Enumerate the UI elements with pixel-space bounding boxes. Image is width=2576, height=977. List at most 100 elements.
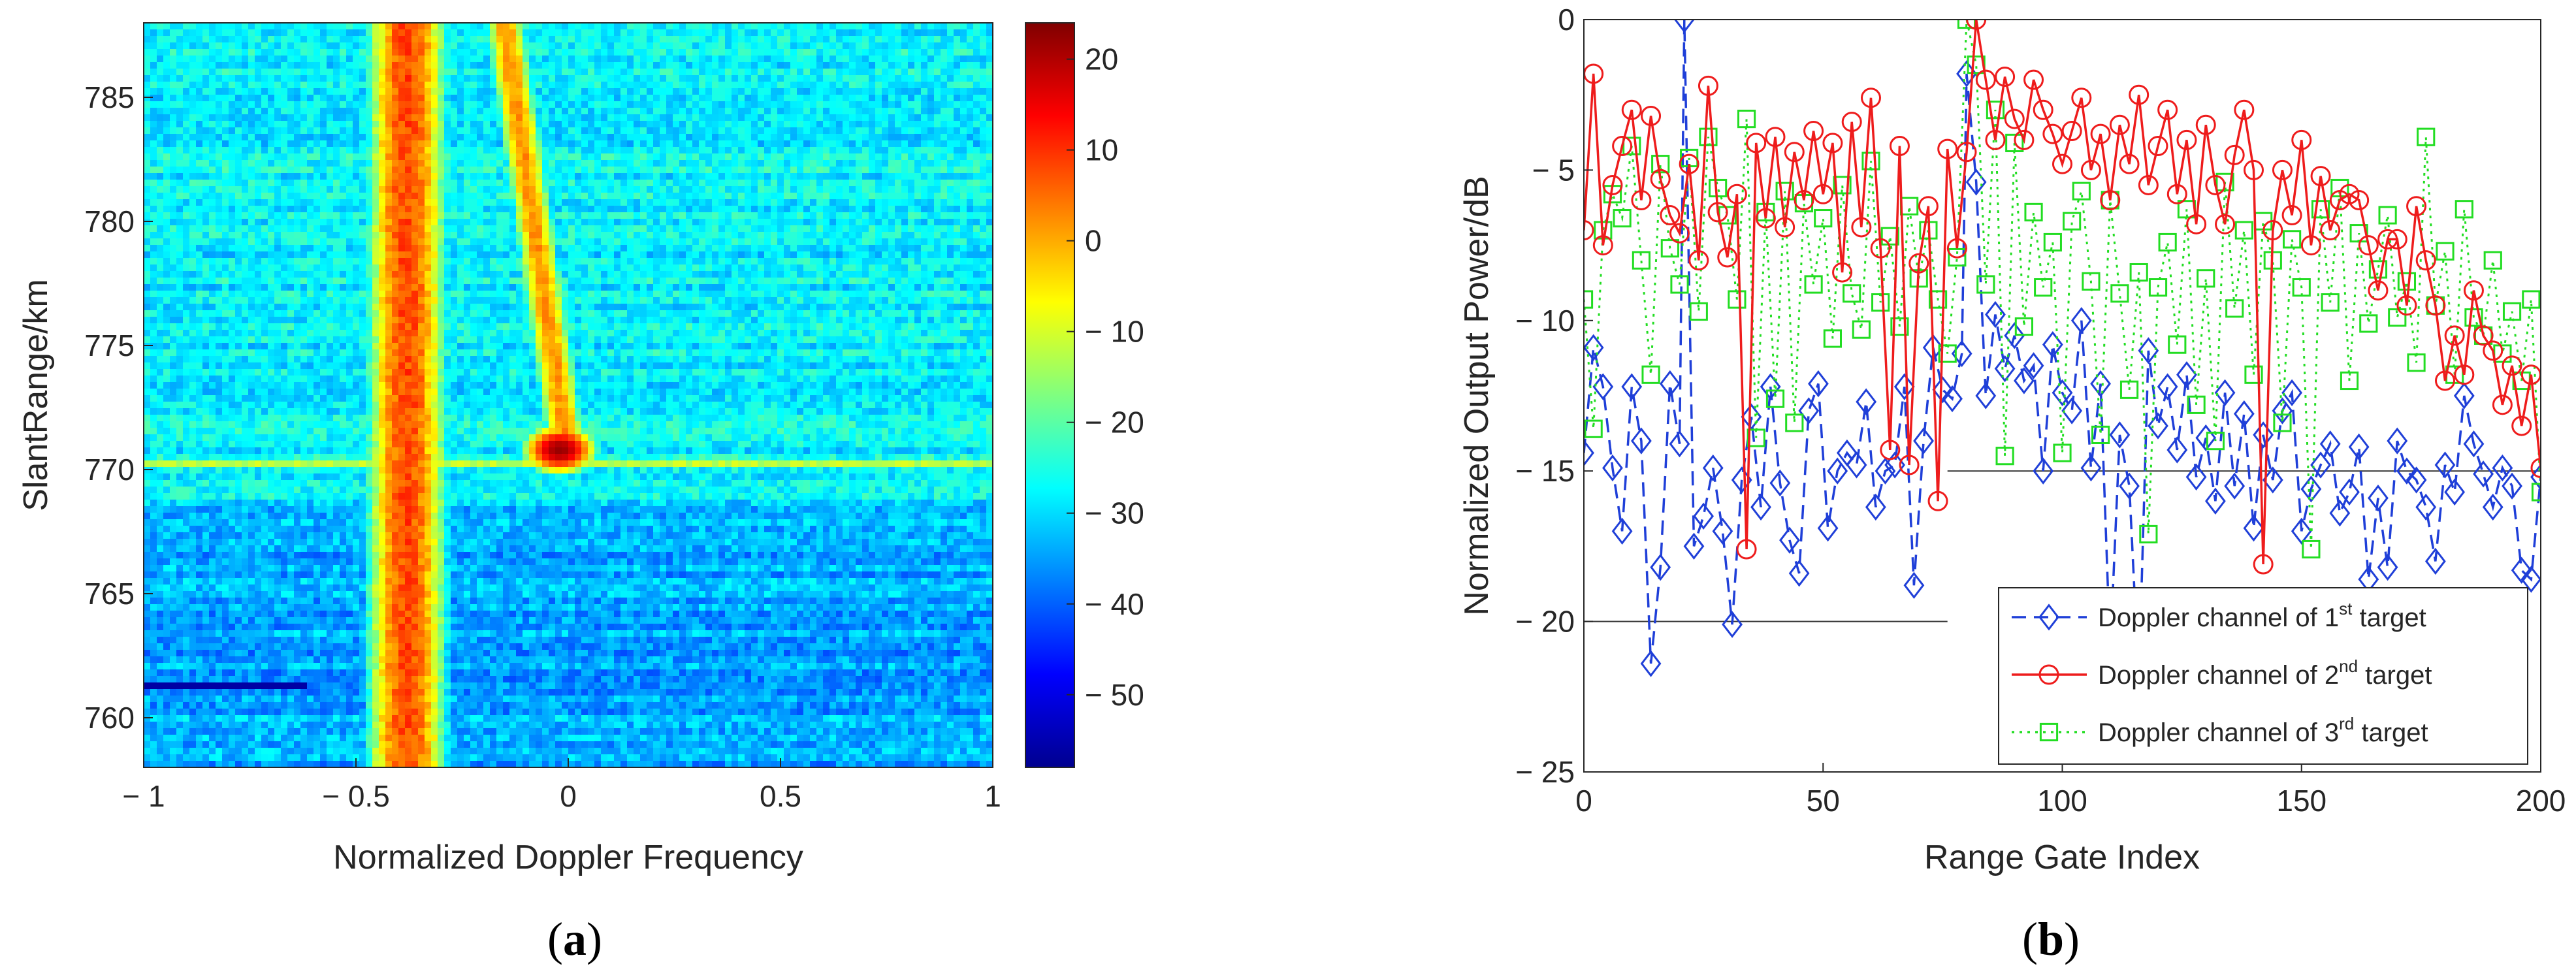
heatmap-cell [914, 23, 922, 30]
heatmap-cell [366, 95, 373, 102]
heatmap-cell [601, 69, 608, 76]
heatmap-cell [980, 134, 987, 141]
heatmap-cell [594, 147, 602, 154]
heatmap-cell [150, 134, 157, 141]
heatmap-cell [405, 264, 412, 272]
heatmap-cell [764, 114, 771, 121]
heatmap-cell [745, 238, 752, 246]
heatmap-cell [542, 186, 549, 193]
heatmap-cell [816, 245, 824, 252]
heatmap-cell [222, 245, 229, 252]
heatmap-cell [947, 140, 954, 148]
heatmap-cell [287, 186, 295, 193]
heatmap-cell [686, 193, 693, 200]
heatmap-cell [816, 238, 824, 246]
heatmap-cell [287, 271, 295, 278]
heatmap-cell [274, 101, 282, 108]
heatmap-cell [568, 23, 575, 30]
heatmap-cell [810, 62, 817, 69]
heatmap-cell [823, 245, 830, 252]
heatmap-cell [431, 264, 438, 272]
heatmap-cell [751, 180, 758, 187]
heatmap-cell [692, 121, 700, 128]
heatmap-cell [666, 108, 673, 115]
heatmap-cell [562, 121, 569, 128]
heatmap-cell [529, 167, 536, 174]
heatmap-cell [954, 167, 961, 174]
heatmap-cell [470, 232, 477, 239]
heatmap-cell [490, 251, 497, 259]
heatmap-cell [588, 147, 595, 154]
heatmap-cell [882, 199, 889, 206]
heatmap-cell [353, 140, 360, 148]
heatmap-cell [764, 29, 771, 37]
heatmap-cell [372, 88, 379, 95]
heatmap-cell [359, 238, 366, 246]
heatmap-cell [353, 258, 360, 265]
heatmap-cell [901, 206, 909, 213]
heatmap-cell [183, 153, 190, 161]
heatmap-cell [954, 212, 961, 219]
heatmap-cell [242, 62, 249, 69]
heatmap-cell [314, 82, 321, 89]
heatmap-cell [849, 69, 856, 76]
heatmap-cell [189, 140, 197, 148]
heatmap-cell [777, 206, 784, 213]
heatmap-cell [163, 180, 170, 187]
heatmap-cell [575, 69, 582, 76]
heatmap-cell [914, 232, 922, 239]
heatmap-cell [242, 199, 249, 206]
heatmap-cell [771, 147, 778, 154]
heatmap-cell [516, 206, 523, 213]
heatmap-cell [196, 180, 203, 187]
heatmap-cell [869, 75, 876, 82]
heatmap-cell [568, 69, 575, 76]
heatmap-cell [745, 42, 752, 50]
heatmap-cell [209, 56, 216, 63]
heatmap-cell [268, 147, 275, 154]
heatmap-cell [914, 212, 922, 219]
heatmap-cell [967, 180, 974, 187]
heatmap-cell [529, 82, 536, 89]
heatmap-cell [457, 193, 464, 200]
heatmap-cell [764, 134, 771, 141]
heatmap-cell [405, 75, 412, 82]
heatmap-cell [438, 134, 445, 141]
heatmap-cell [823, 251, 830, 259]
heatmap-cell [882, 121, 889, 128]
heatmap-cell [294, 69, 301, 76]
heatmap-cell [725, 225, 732, 232]
heatmap-cell [823, 258, 830, 265]
heatmap-cell [216, 42, 223, 50]
heatmap-cell [464, 134, 471, 141]
heatmap-cell [895, 225, 902, 232]
heatmap-cell [895, 173, 902, 180]
heatmap-cell [980, 193, 987, 200]
heatmap-cell [568, 95, 575, 102]
heatmap-cell [490, 108, 497, 115]
heatmap-cell [457, 82, 464, 89]
heatmap-cell [797, 206, 804, 213]
heatmap-cell [895, 88, 902, 95]
heatmap-cell [803, 147, 811, 154]
heatmap-cell [568, 147, 575, 154]
heatmap-cell [810, 140, 817, 148]
heatmap-cell [549, 238, 556, 246]
heatmap-cell [255, 95, 262, 102]
heatmap-cell [647, 82, 654, 89]
heatmap-cell [575, 225, 582, 232]
heatmap-cell [888, 167, 895, 174]
heatmap-cell [150, 264, 157, 272]
heatmap-cell [797, 251, 804, 259]
heatmap-cell [712, 264, 719, 272]
heatmap-cell [327, 127, 334, 135]
heatmap-cell [640, 251, 647, 259]
heatmap-cell [771, 75, 778, 82]
heatmap-cell [379, 134, 386, 141]
heatmap-cell [431, 251, 438, 259]
heatmap-cell [320, 95, 327, 102]
heatmap-cell [307, 95, 314, 102]
heatmap-cell [261, 147, 268, 154]
heatmap-cell [784, 23, 791, 30]
heatmap-cell [438, 206, 445, 213]
